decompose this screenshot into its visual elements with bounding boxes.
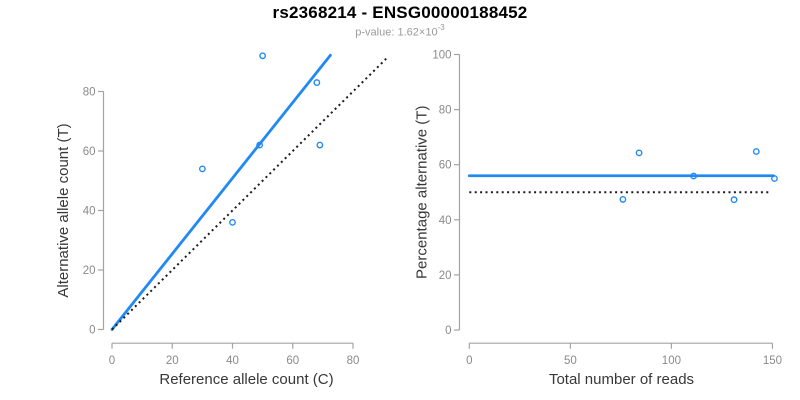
y-axis-label: Percentage alternative (T)	[414, 106, 431, 279]
x-tick-label: 20	[166, 355, 179, 367]
data-point	[690, 172, 698, 180]
pvalue-coefficient: 1.62	[397, 26, 419, 39]
identity-line	[111, 55, 389, 331]
x-axis-label: Reference allele count (C)	[159, 371, 333, 388]
tick-labels: 0 50 100 150 0 20 40 60 80 100	[432, 50, 782, 368]
x-tick-label: 150	[763, 355, 782, 367]
y-tick-label: 80	[83, 87, 96, 99]
data-point	[752, 148, 760, 155]
y-tick-label: 100	[432, 50, 451, 62]
x-axis	[111, 342, 354, 349]
data-point	[730, 196, 738, 204]
y-tick-label: 60	[439, 160, 452, 172]
axes	[98, 90, 354, 349]
figure-subtitle: p-value: 1.62×10-3	[0, 23, 800, 39]
data-point	[198, 165, 206, 173]
data-point	[635, 149, 643, 157]
left-scatter-panel: 0 20 40 60 80 0 20 40 60 80 Reference allele count…	[55, 52, 389, 388]
y-tick-label: 60	[83, 146, 96, 158]
x-tick-label: 100	[662, 355, 681, 367]
y-tick-label: 40	[439, 215, 452, 227]
y-tick-label: 0	[89, 325, 95, 337]
pvalue-label: p-value:	[355, 26, 398, 39]
x-axis-label: Total number of reads	[549, 371, 694, 388]
data-point	[259, 52, 267, 60]
data-points	[198, 52, 324, 226]
x-tick-label: 50	[564, 355, 577, 367]
x-axis	[468, 342, 774, 349]
data-point	[256, 141, 264, 149]
x-tick-label: 0	[109, 355, 115, 367]
x-tick-label: 0	[466, 355, 472, 367]
y-tick-label: 0	[445, 325, 451, 337]
data-points	[619, 148, 778, 204]
y-axis	[98, 90, 105, 331]
x-tick-label: 80	[347, 355, 360, 367]
tick-labels: 0 20 40 60 80 0 20 40 60 80	[83, 87, 360, 368]
pvalue-exponent: -3	[437, 23, 445, 32]
fit-line	[110, 53, 332, 331]
data-point	[316, 141, 324, 149]
data-point	[771, 175, 778, 182]
data-point	[619, 196, 627, 203]
right-scatter-panel: 0 50 100 150 0 20 40 60 80 100 Total number of rea…	[414, 50, 783, 389]
y-tick-label: 40	[83, 206, 96, 218]
data-point	[313, 79, 321, 86]
data-point	[229, 218, 236, 226]
x-tick-label: 60	[286, 355, 299, 367]
y-tick-label: 20	[439, 270, 452, 282]
y-axis	[454, 53, 461, 331]
y-tick-label: 20	[83, 265, 96, 277]
y-axis-label: Alternative allele count (T)	[55, 123, 72, 297]
y-tick-label: 80	[439, 105, 452, 117]
pvalue-base: ×10	[418, 26, 438, 39]
x-tick-label: 40	[226, 355, 239, 367]
figure-title: rs2368214 - ENSG00000188452	[272, 3, 528, 22]
axes	[454, 53, 774, 349]
